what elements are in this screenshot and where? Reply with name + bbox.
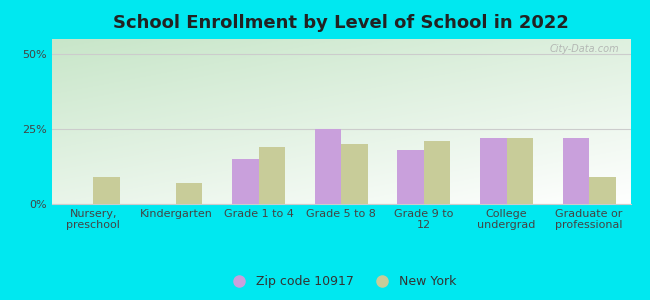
Bar: [341, 144, 368, 204]
Bar: [232, 159, 259, 204]
Legend: Zip code 10917, New York: Zip code 10917, New York: [221, 271, 462, 293]
Bar: [480, 138, 506, 204]
Bar: [563, 138, 589, 204]
Bar: [506, 138, 533, 204]
Bar: [259, 147, 285, 204]
Bar: [94, 177, 120, 204]
Text: City-Data.com: City-Data.com: [549, 44, 619, 54]
Bar: [424, 141, 450, 204]
Bar: [315, 129, 341, 204]
Bar: [176, 183, 202, 204]
Title: School Enrollment by Level of School in 2022: School Enrollment by Level of School in …: [113, 14, 569, 32]
Bar: [397, 150, 424, 204]
Bar: [589, 177, 616, 204]
